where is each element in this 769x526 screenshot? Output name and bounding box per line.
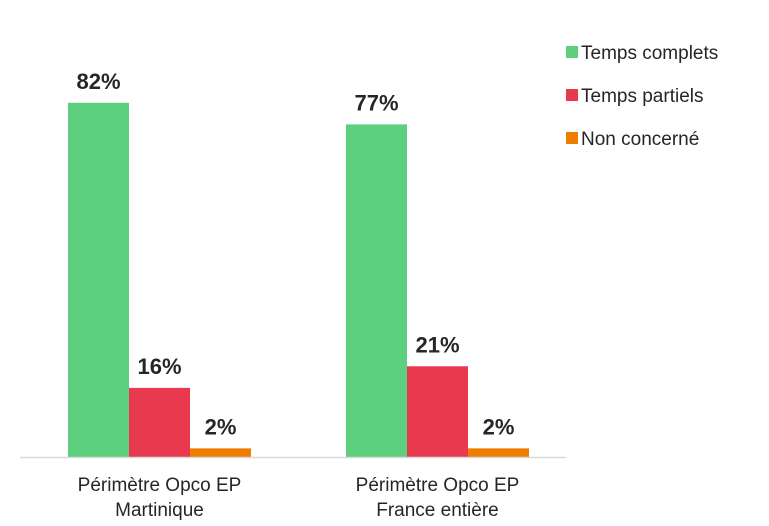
data-label: 82% <box>76 69 120 94</box>
legend-swatch <box>566 46 578 58</box>
legend-label: Temps partiels <box>581 86 704 107</box>
category-label: Périmètre Opco EP <box>78 475 242 496</box>
data-label: 77% <box>354 90 398 115</box>
legend-label: Non concerné <box>581 129 699 150</box>
category-label: France entière <box>376 500 499 521</box>
legend-label: Temps complets <box>581 43 718 64</box>
data-label: 16% <box>137 354 181 379</box>
bar-temps-complets-2 <box>346 124 407 458</box>
category-label: Périmètre Opco EP <box>356 475 520 496</box>
bars-group: 82% 16% 2% 77% 21% 2% <box>68 69 529 458</box>
legend-swatch <box>566 89 578 101</box>
data-label: 21% <box>415 332 459 357</box>
legend: Temps complets Temps partiels Non concerné <box>566 43 718 150</box>
category-labels: Périmètre Opco EP Martinique Périmètre Opc… <box>78 475 520 521</box>
bar-non-concern--2 <box>468 448 529 457</box>
bar-temps-complets-1 <box>68 102 129 457</box>
bar-temps-partiels-2 <box>407 366 468 457</box>
bar-temps-partiels-1 <box>129 387 190 457</box>
data-label: 2% <box>483 414 515 439</box>
legend-swatch <box>566 132 578 144</box>
category-label: Martinique <box>115 500 204 521</box>
data-label: 2% <box>205 414 237 439</box>
bar-non-concern--1 <box>190 448 251 457</box>
